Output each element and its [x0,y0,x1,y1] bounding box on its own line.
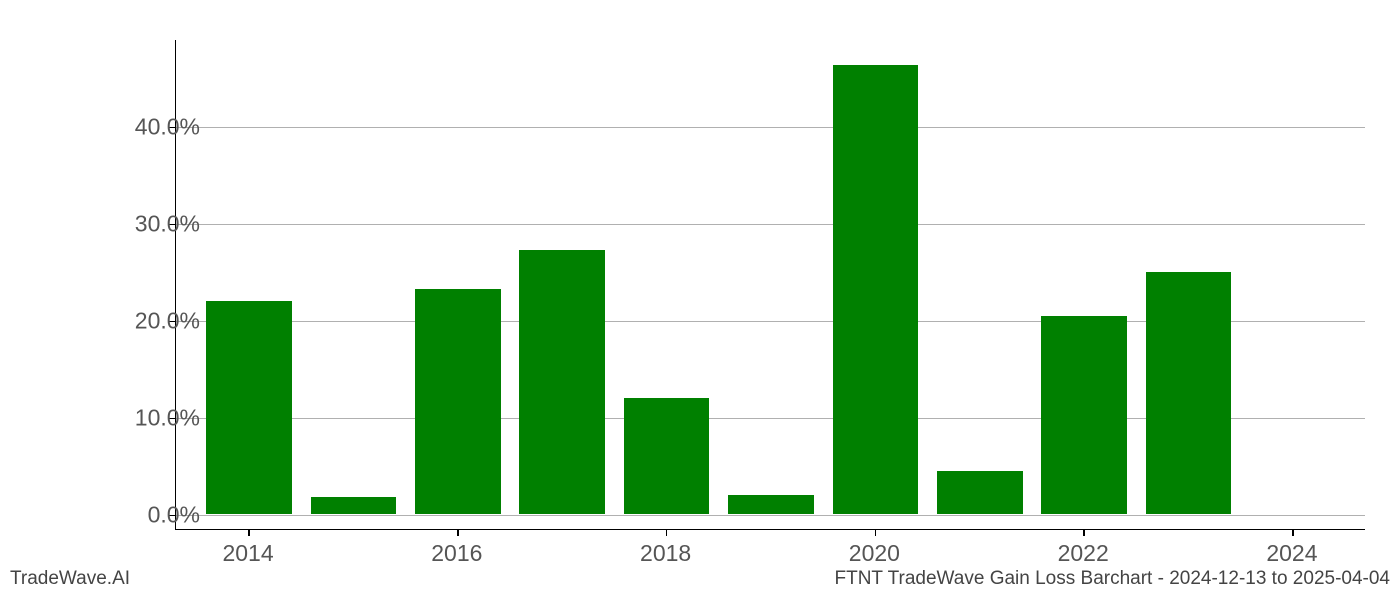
y-axis-tick-label: 30.0% [120,211,200,238]
bar [1146,272,1232,515]
x-tick-mark [1292,529,1294,536]
x-tick-mark [875,529,877,536]
x-axis-tick-label: 2022 [1058,540,1109,567]
bar [833,65,919,514]
x-axis-tick-label: 2014 [222,540,273,567]
y-axis-tick-label: 40.0% [120,114,200,141]
gridline [176,127,1365,128]
x-tick-mark [248,529,250,536]
bar [1041,316,1127,515]
bar [519,250,605,515]
bar [206,301,292,514]
bar [937,471,1023,515]
footer-left-label: TradeWave.AI [10,568,130,590]
gridline [176,515,1365,516]
footer-right-label: FTNT TradeWave Gain Loss Barchart - 2024… [835,568,1391,590]
x-axis-tick-label: 2020 [849,540,900,567]
x-tick-mark [1083,529,1085,536]
x-tick-mark [457,529,459,536]
x-tick-mark [666,529,668,536]
y-axis-tick-label: 0.0% [120,502,200,529]
x-axis-tick-label: 2016 [431,540,482,567]
chart-container [175,40,1365,530]
x-axis-tick-label: 2018 [640,540,691,567]
bar [311,497,397,514]
y-axis-tick-label: 10.0% [120,405,200,432]
gridline [176,224,1365,225]
bar [728,495,814,514]
y-axis-tick-label: 20.0% [120,308,200,335]
x-axis-tick-label: 2024 [1266,540,1317,567]
bar [415,289,501,514]
bar [624,398,710,514]
plot-area [175,40,1365,530]
